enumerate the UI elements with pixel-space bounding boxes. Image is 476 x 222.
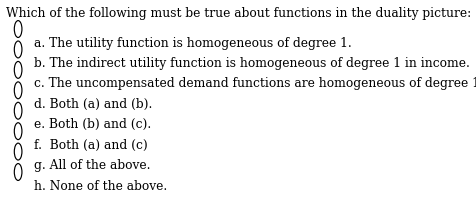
Text: c. The uncompensated demand functions are homogeneous of degree 1.: c. The uncompensated demand functions ar… xyxy=(34,77,476,91)
Text: h. None of the above.: h. None of the above. xyxy=(34,180,167,193)
Text: b. The indirect utility function is homogeneous of degree 1 in income.: b. The indirect utility function is homo… xyxy=(34,57,469,70)
Text: d. Both (a) and (b).: d. Both (a) and (b). xyxy=(34,98,152,111)
Text: g. All of the above.: g. All of the above. xyxy=(34,159,150,172)
Text: f.  Both (a) and (c): f. Both (a) and (c) xyxy=(34,139,148,152)
Text: e. Both (b) and (c).: e. Both (b) and (c). xyxy=(34,118,151,131)
Text: Which of the following must be true about functions in the duality picture:: Which of the following must be true abou… xyxy=(6,7,470,20)
Text: a. The utility function is homogeneous of degree 1.: a. The utility function is homogeneous o… xyxy=(34,37,351,50)
